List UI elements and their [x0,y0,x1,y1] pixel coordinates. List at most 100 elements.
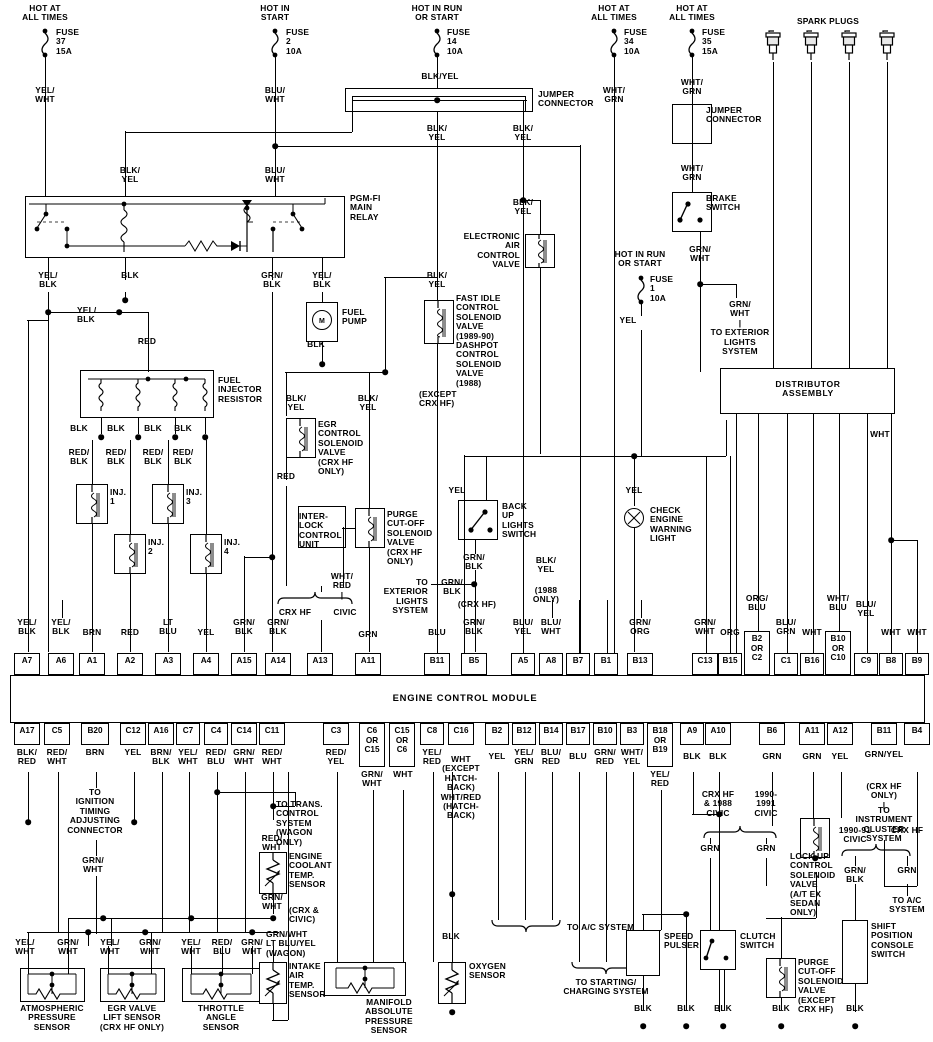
interlock-control-unit-box[interactable] [298,506,346,548]
pin-c4[interactable]: C4 [204,723,228,745]
fuse-symbol-1 [637,275,645,305]
stub-a6 [61,600,63,618]
pin-a7[interactable]: A7 [14,653,40,675]
dist-out-5 [838,414,840,656]
wlbl-c1: BLU/ GRN [775,617,797,637]
wlbl-a5: BLU/ YEL [512,617,534,637]
pin-a11-bottom[interactable]: A11 [799,723,825,745]
source-label-3: HOT IN RUN OR START [411,3,463,23]
pin-a16[interactable]: A16 [148,723,174,745]
lock-up-control-solenoid-box[interactable] [800,818,830,858]
pin-a17[interactable]: A17 [14,723,40,745]
to-ac-system-brace-1 [491,919,561,933]
engine-control-module[interactable] [10,675,925,723]
ecm-title: ENGINE CONTROL MODULE [392,692,538,703]
pin-a13[interactable]: A13 [307,653,333,675]
wire-label-whtgrn-3: WHT/ GRN [680,163,704,183]
pin-b5[interactable]: B5 [461,653,487,675]
speed-pulser-gnd [642,976,644,1010]
pin-c9[interactable]: C9 [854,653,878,675]
backup-lights-switch-label: BACK UP LIGHTS SWITCH [502,501,537,540]
bus-dot-2 [188,915,194,921]
pin-b15[interactable]: B15 [718,653,742,675]
pin-c3[interactable]: C3 [323,723,349,745]
pin-a1[interactable]: A1 [79,653,105,675]
pin-a3[interactable]: A3 [155,653,181,675]
pin-a9[interactable]: A9 [680,723,704,745]
pin-c13[interactable]: C13 [692,653,718,675]
egr-control-solenoid-box[interactable] [286,418,316,458]
injector-4-label: INJ. 4 [224,537,241,557]
pin-a4[interactable]: A4 [193,653,219,675]
pin-b7[interactable]: B7 [566,653,590,675]
source-label-1: HOT AT ALL TIMES [22,3,68,23]
pin-b14[interactable]: B14 [539,723,563,745]
pin-b11-bottom[interactable]: B11 [871,723,897,745]
pin-c12[interactable]: C12 [120,723,146,745]
pin-c14[interactable]: C14 [231,723,257,745]
purge-cutoff-except-box[interactable] [766,958,796,998]
pin-b11[interactable]: B11 [424,653,450,675]
purge-cutoff-crxhf-coil [368,508,377,548]
pin-b1[interactable]: B1 [594,653,618,675]
speed-pulser-box[interactable] [626,930,660,976]
pin-b16[interactable]: B16 [800,653,824,675]
pin-c5[interactable]: C5 [44,723,70,745]
stub-b10c10-b [838,612,840,632]
purge-cutoff-crxhf-box[interactable] [355,508,385,548]
pin-c6-or-c15[interactable]: C6 OR C15 [359,723,385,767]
pin-c1[interactable]: C1 [774,653,798,675]
pin-c15-or-c6[interactable]: C15 OR C6 [389,723,415,767]
oxygen-sensor-icon [443,962,460,1004]
pin-b2[interactable]: B2 [485,723,509,745]
pin-c8[interactable]: C8 [420,723,444,745]
iat-thermistor-icon [264,962,281,1004]
pin-b6[interactable]: B6 [759,723,785,745]
pin-a6[interactable]: A6 [48,653,74,675]
brake-switch-box[interactable] [672,192,712,232]
shift-position-console-switch-box[interactable] [842,920,868,984]
pin-b2-or-c2[interactable]: B2 OR C2 [744,631,770,675]
pin-c11[interactable]: C11 [259,723,285,745]
pin-a2[interactable]: A2 [117,653,143,675]
pin-b10-or-c10[interactable]: B10 OR C10 [825,631,851,675]
electronic-air-control-valve-box[interactable] [525,234,555,268]
pin-b4[interactable]: B4 [904,723,930,745]
eacv-feed [539,200,541,234]
pin-c16[interactable]: C16 [448,723,474,745]
pin-b17[interactable]: B17 [566,723,590,745]
brake-switch-label: BRAKE SWITCH [706,193,741,213]
wlbl-c13: GRN/ WHT [694,617,716,637]
pin-b20[interactable]: B20 [81,723,109,745]
clutch-switch-box[interactable] [700,930,736,970]
pin-a11[interactable]: A11 [355,653,381,675]
junction-dot-red [116,309,122,315]
pin-b8[interactable]: B8 [879,653,903,675]
wire-shift-in [854,884,856,920]
pin-c7[interactable]: C7 [176,723,200,745]
pgm-fi-main-relay-box[interactable] [25,196,345,258]
pin-b12[interactable]: B12 [512,723,536,745]
label-blk-speed: BLK [634,1003,652,1013]
pin-a15[interactable]: A15 [231,653,257,675]
wire-blkyel-bus [285,371,385,373]
pin-b13[interactable]: B13 [627,653,653,675]
wire-yelblk-to-resistor [48,311,148,313]
wire-yel-bus [464,455,726,457]
pin-a10[interactable]: A10 [705,723,731,745]
pin-b10[interactable]: B10 [593,723,617,745]
pin-b9[interactable]: B9 [905,653,929,675]
distributor-assembly-box[interactable] [720,368,895,414]
pin-b3[interactable]: B3 [620,723,644,745]
pin-a5[interactable]: A5 [511,653,535,675]
spark-wire-4 [886,62,888,374]
label-yelblk-1: YEL/ BLK [38,270,58,290]
pin-a8[interactable]: A8 [539,653,563,675]
pin-a12[interactable]: A12 [827,723,853,745]
pin-b18-or-b19[interactable]: B18 OR B19 [647,723,673,767]
resistor-leg-1 [100,418,102,434]
wlbl-b16: WHT [802,627,822,637]
pin-a14[interactable]: A14 [265,653,291,675]
label-blk-shift: BLK [846,1003,864,1013]
lock-up-control-solenoid-label: LOCK UP CONTROL SOLENOID VALVE (A/T EX S… [790,851,836,918]
